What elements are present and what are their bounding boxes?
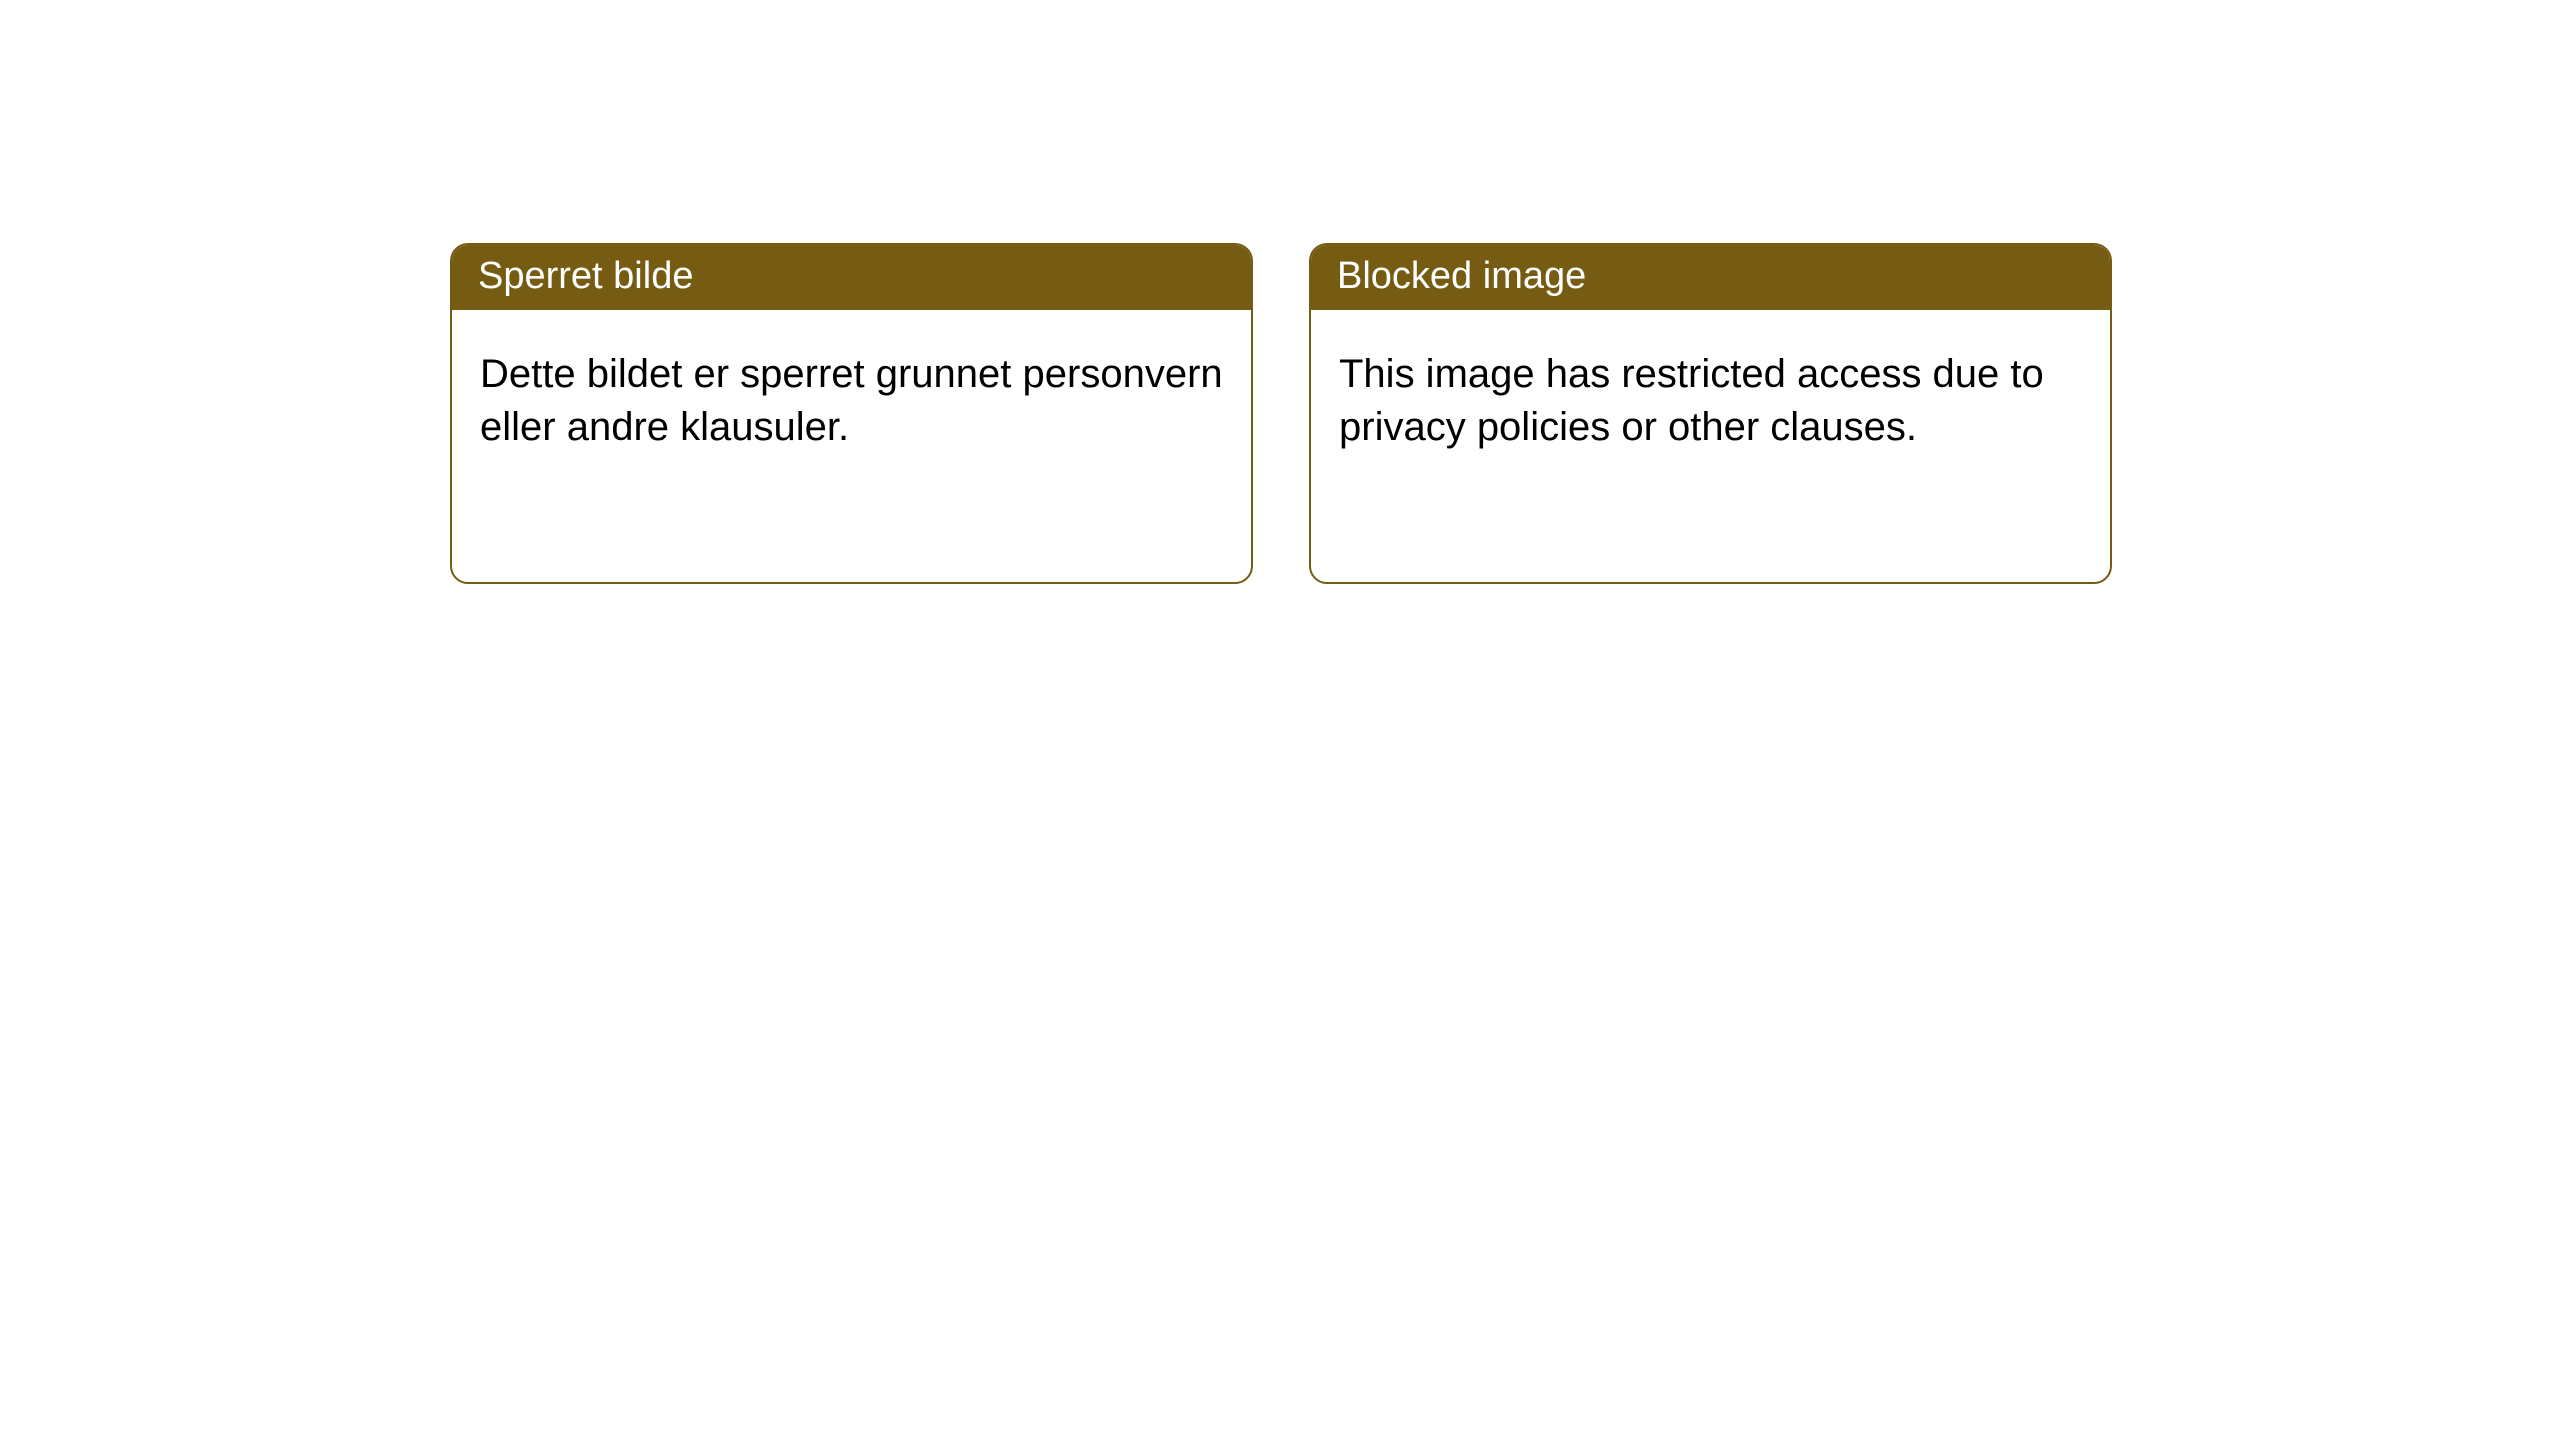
notice-card-body: This image has restricted access due to … [1311, 310, 2110, 582]
notice-card-text: Dette bildet er sperret grunnet personve… [480, 352, 1223, 449]
notice-card-body: Dette bildet er sperret grunnet personve… [452, 310, 1251, 582]
notice-card-header: Blocked image [1311, 245, 2110, 310]
notice-card-header: Sperret bilde [452, 245, 1251, 310]
notice-card-title: Blocked image [1337, 255, 1586, 297]
notice-card-title: Sperret bilde [478, 255, 693, 297]
notice-card-text: This image has restricted access due to … [1339, 352, 2044, 449]
notice-card-norwegian: Sperret bilde Dette bildet er sperret gr… [450, 243, 1253, 584]
notice-card-english: Blocked image This image has restricted … [1309, 243, 2112, 584]
notice-container: Sperret bilde Dette bildet er sperret gr… [0, 0, 2560, 584]
